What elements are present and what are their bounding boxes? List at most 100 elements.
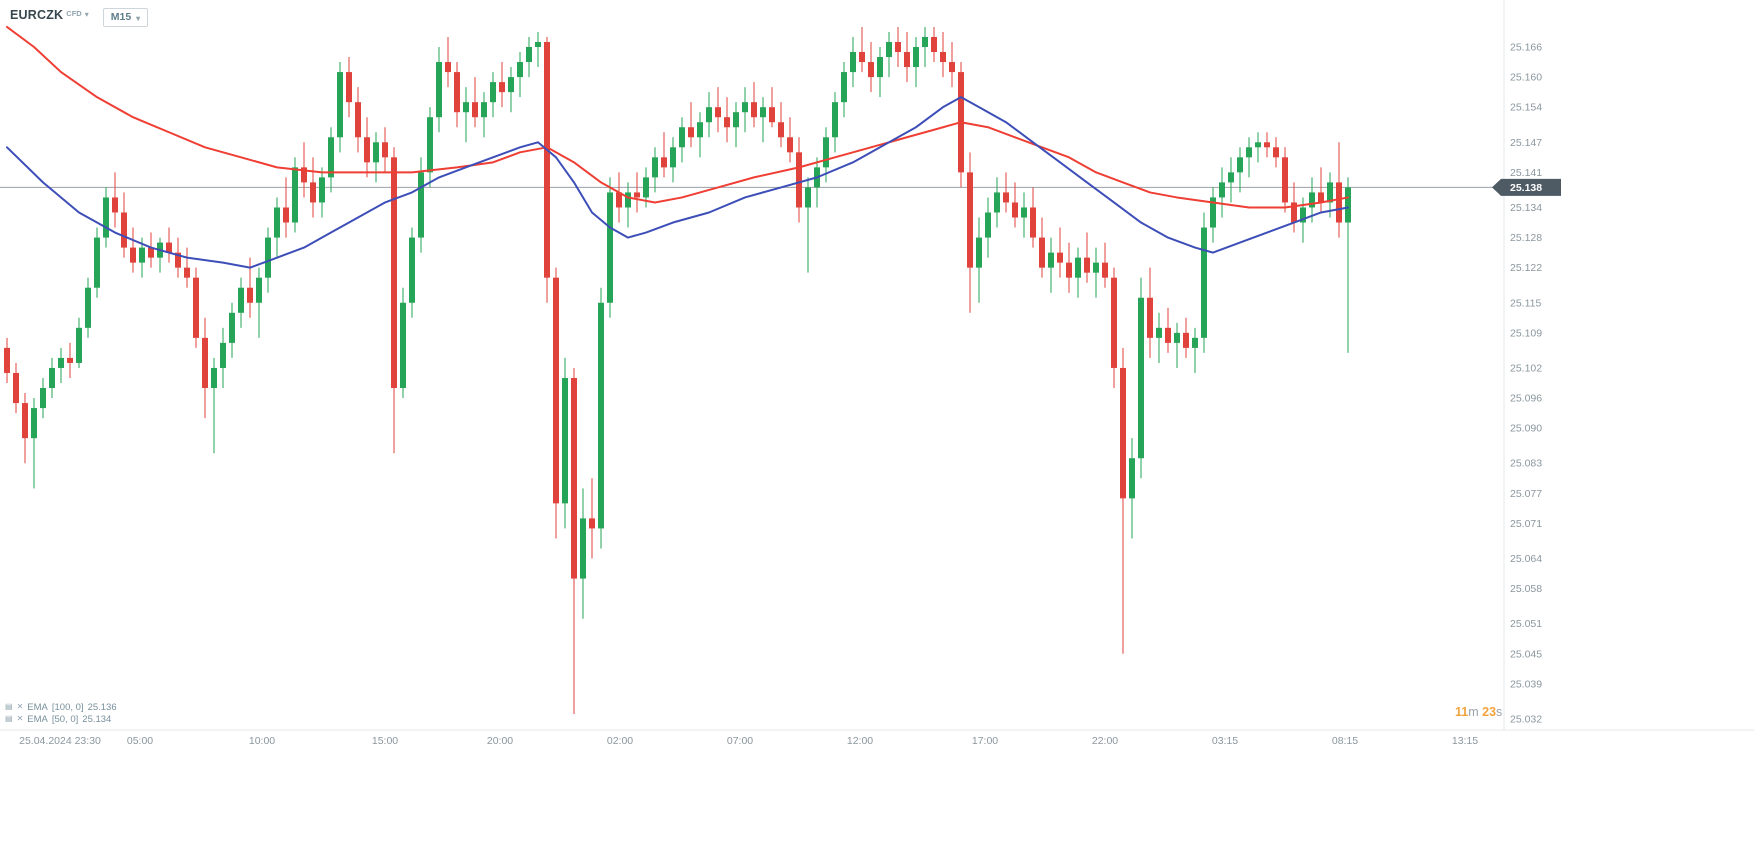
candle-body bbox=[1246, 147, 1252, 158]
symbol-label: EURCZK bbox=[10, 8, 64, 22]
candle-body bbox=[13, 372, 19, 404]
candle-body bbox=[823, 137, 829, 168]
y-axis-label: 25.064 bbox=[1510, 553, 1542, 565]
x-axis-label: 17:00 bbox=[972, 735, 998, 747]
candle-body bbox=[256, 277, 262, 303]
candle-body bbox=[202, 337, 208, 389]
y-axis-label: 25.109 bbox=[1510, 327, 1542, 339]
candle-body bbox=[1147, 297, 1153, 338]
candle-body bbox=[706, 107, 712, 123]
candle-body bbox=[1102, 262, 1108, 278]
candle-countdown: 11m 23s bbox=[1455, 705, 1502, 719]
candle-body bbox=[4, 347, 10, 373]
x-axis-label: 03:15 bbox=[1212, 735, 1238, 747]
countdown-seconds-unit: s bbox=[1496, 705, 1503, 719]
candle-body bbox=[409, 237, 415, 303]
candle-body bbox=[1309, 192, 1315, 208]
candle-body bbox=[22, 403, 28, 439]
candle-body bbox=[247, 287, 253, 303]
x-axis-label: 25.04.2024 23:30 bbox=[19, 735, 101, 747]
indicator-settings-icon[interactable]: ▤ bbox=[5, 702, 13, 711]
candle-body bbox=[949, 62, 955, 73]
candle-body bbox=[94, 237, 100, 288]
candle-body bbox=[877, 57, 883, 78]
candle-body bbox=[472, 102, 478, 118]
candle-body bbox=[184, 267, 190, 278]
candle-body bbox=[1084, 257, 1090, 273]
candle-body bbox=[688, 127, 694, 138]
x-axis-label: 22:00 bbox=[1092, 735, 1118, 747]
candle-body bbox=[868, 62, 874, 78]
candle-body bbox=[148, 247, 154, 258]
candle-body bbox=[445, 62, 451, 73]
ema-line-50 bbox=[6, 96, 1349, 269]
candle-body bbox=[1201, 227, 1207, 338]
y-axis-label: 25.115 bbox=[1510, 297, 1541, 309]
candle-body bbox=[589, 518, 595, 529]
candle-body bbox=[661, 157, 667, 168]
candle-body bbox=[994, 192, 1000, 213]
y-axis-label: 25.051 bbox=[1510, 618, 1542, 630]
candle-body bbox=[301, 167, 307, 183]
y-axis-label: 25.071 bbox=[1510, 518, 1542, 530]
candle-body bbox=[733, 112, 739, 128]
candle-body bbox=[121, 212, 127, 248]
symbol-selector[interactable]: EURCZK CFD ▾ bbox=[10, 8, 89, 22]
candle-body bbox=[616, 192, 622, 208]
candle-body bbox=[229, 312, 235, 343]
indicator-remove-icon[interactable]: ✕ bbox=[16, 702, 24, 711]
candle-body bbox=[499, 82, 505, 93]
candle-body bbox=[436, 62, 442, 118]
candle-body bbox=[886, 41, 892, 58]
x-axis-label: 12:00 bbox=[847, 735, 873, 747]
candle-body bbox=[166, 242, 172, 253]
indicator-remove-icon[interactable]: ✕ bbox=[16, 714, 24, 723]
symbol-type-label: CFD bbox=[66, 9, 82, 18]
x-axis-label: 20:00 bbox=[487, 735, 513, 747]
candle-body bbox=[859, 52, 865, 63]
indicator-label: EMA bbox=[27, 713, 48, 725]
x-axis-label: 08:15 bbox=[1332, 735, 1358, 747]
y-axis-label: 25.102 bbox=[1510, 362, 1542, 374]
candle-body bbox=[31, 408, 37, 439]
candle-body bbox=[1300, 207, 1306, 223]
candle-body bbox=[553, 277, 559, 504]
candle-body bbox=[904, 52, 910, 68]
candle-body bbox=[652, 157, 658, 178]
candle-body bbox=[1111, 277, 1117, 368]
candle-body bbox=[175, 252, 181, 268]
indicator-params: [50, 0] bbox=[51, 713, 79, 725]
candle-body bbox=[1345, 187, 1351, 223]
candle-body bbox=[679, 127, 685, 148]
candle-body bbox=[1003, 192, 1009, 203]
candle-body bbox=[1264, 142, 1270, 148]
candle-body bbox=[1273, 147, 1279, 158]
candle-body bbox=[1210, 197, 1216, 228]
candle-body bbox=[40, 388, 46, 409]
candle-body bbox=[373, 142, 379, 163]
x-axis-label: 15:00 bbox=[372, 735, 398, 747]
candle-body bbox=[355, 102, 361, 138]
candle-body bbox=[1057, 252, 1063, 263]
candle-body bbox=[139, 247, 145, 263]
chevron-down-icon: ▾ bbox=[84, 10, 89, 19]
candle-body bbox=[481, 102, 487, 118]
candle-body bbox=[967, 172, 973, 268]
candle-body bbox=[265, 237, 271, 278]
indicator-value: 25.136 bbox=[87, 701, 117, 713]
candle-body bbox=[976, 237, 982, 268]
timeframe-dropdown[interactable]: M15 ▾ bbox=[102, 8, 149, 27]
candle-body bbox=[67, 357, 73, 363]
y-axis-label: 25.058 bbox=[1510, 583, 1542, 595]
chart-header: EURCZK CFD ▾ M15 ▾ bbox=[10, 8, 149, 27]
candle-body bbox=[1219, 182, 1225, 198]
candle-body bbox=[1192, 337, 1198, 348]
indicator-row-ema100: ▤ ✕ EMA [100, 0] 25.136 bbox=[5, 701, 117, 713]
y-axis-label: 25.039 bbox=[1510, 678, 1542, 690]
countdown-minutes-unit: m bbox=[1468, 705, 1479, 719]
candle-body bbox=[1012, 202, 1018, 218]
indicator-settings-icon[interactable]: ▤ bbox=[5, 714, 13, 723]
x-axis-label: 07:00 bbox=[727, 735, 753, 747]
y-axis-label: 25.147 bbox=[1510, 137, 1542, 149]
